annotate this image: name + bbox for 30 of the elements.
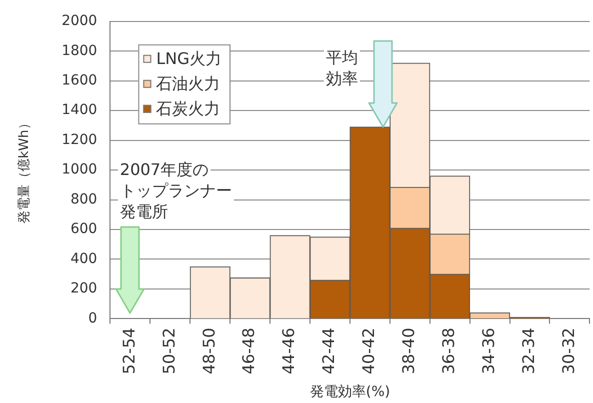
y-tick-label: 1000 <box>62 162 98 178</box>
legend-label: 石油火力 <box>156 74 220 94</box>
x-tick-label: 46-48 <box>239 328 258 374</box>
x-tick-label: 34-36 <box>478 328 498 374</box>
x-tick-label: 44-46 <box>279 328 298 374</box>
y-tick-label: 1200 <box>62 132 98 148</box>
annotation: 2007年度のトップランナー発電所 <box>120 160 232 221</box>
x-tick-label: 32-34 <box>518 328 538 374</box>
y-tick-label: 1800 <box>62 42 98 59</box>
x-tick-label: 38-40 <box>399 328 418 374</box>
legend-label: LNG火力 <box>156 49 222 68</box>
legend-label: 石炭火力 <box>156 99 220 118</box>
x-axis-title: 発電効率(%) <box>310 384 390 400</box>
y-tick-label: 400 <box>70 250 98 267</box>
x-tick-label: 48-50 <box>199 328 218 374</box>
y-tick-label: 600 <box>70 221 98 238</box>
x-tick-label: 52-54 <box>119 328 138 374</box>
annotation: 平均効率 <box>326 48 358 88</box>
x-tick-label: 30-32 <box>558 328 578 374</box>
x-tick-label: 50-52 <box>159 328 178 374</box>
y-tick-label: 800 <box>70 191 98 208</box>
x-tick-label: 40-42 <box>359 328 378 374</box>
y-axis-title: 発電量（億kWh） <box>17 116 32 224</box>
y-tick-label: 1600 <box>62 72 98 88</box>
x-tick-label: 36-38 <box>439 328 458 374</box>
y-tick-label: 1400 <box>62 102 98 118</box>
y-tick-label: 200 <box>70 280 98 297</box>
y-tick-label: 0 <box>88 310 98 326</box>
x-tick-label: 42-44 <box>319 328 338 374</box>
y-tick-label: 2000 <box>62 13 98 30</box>
